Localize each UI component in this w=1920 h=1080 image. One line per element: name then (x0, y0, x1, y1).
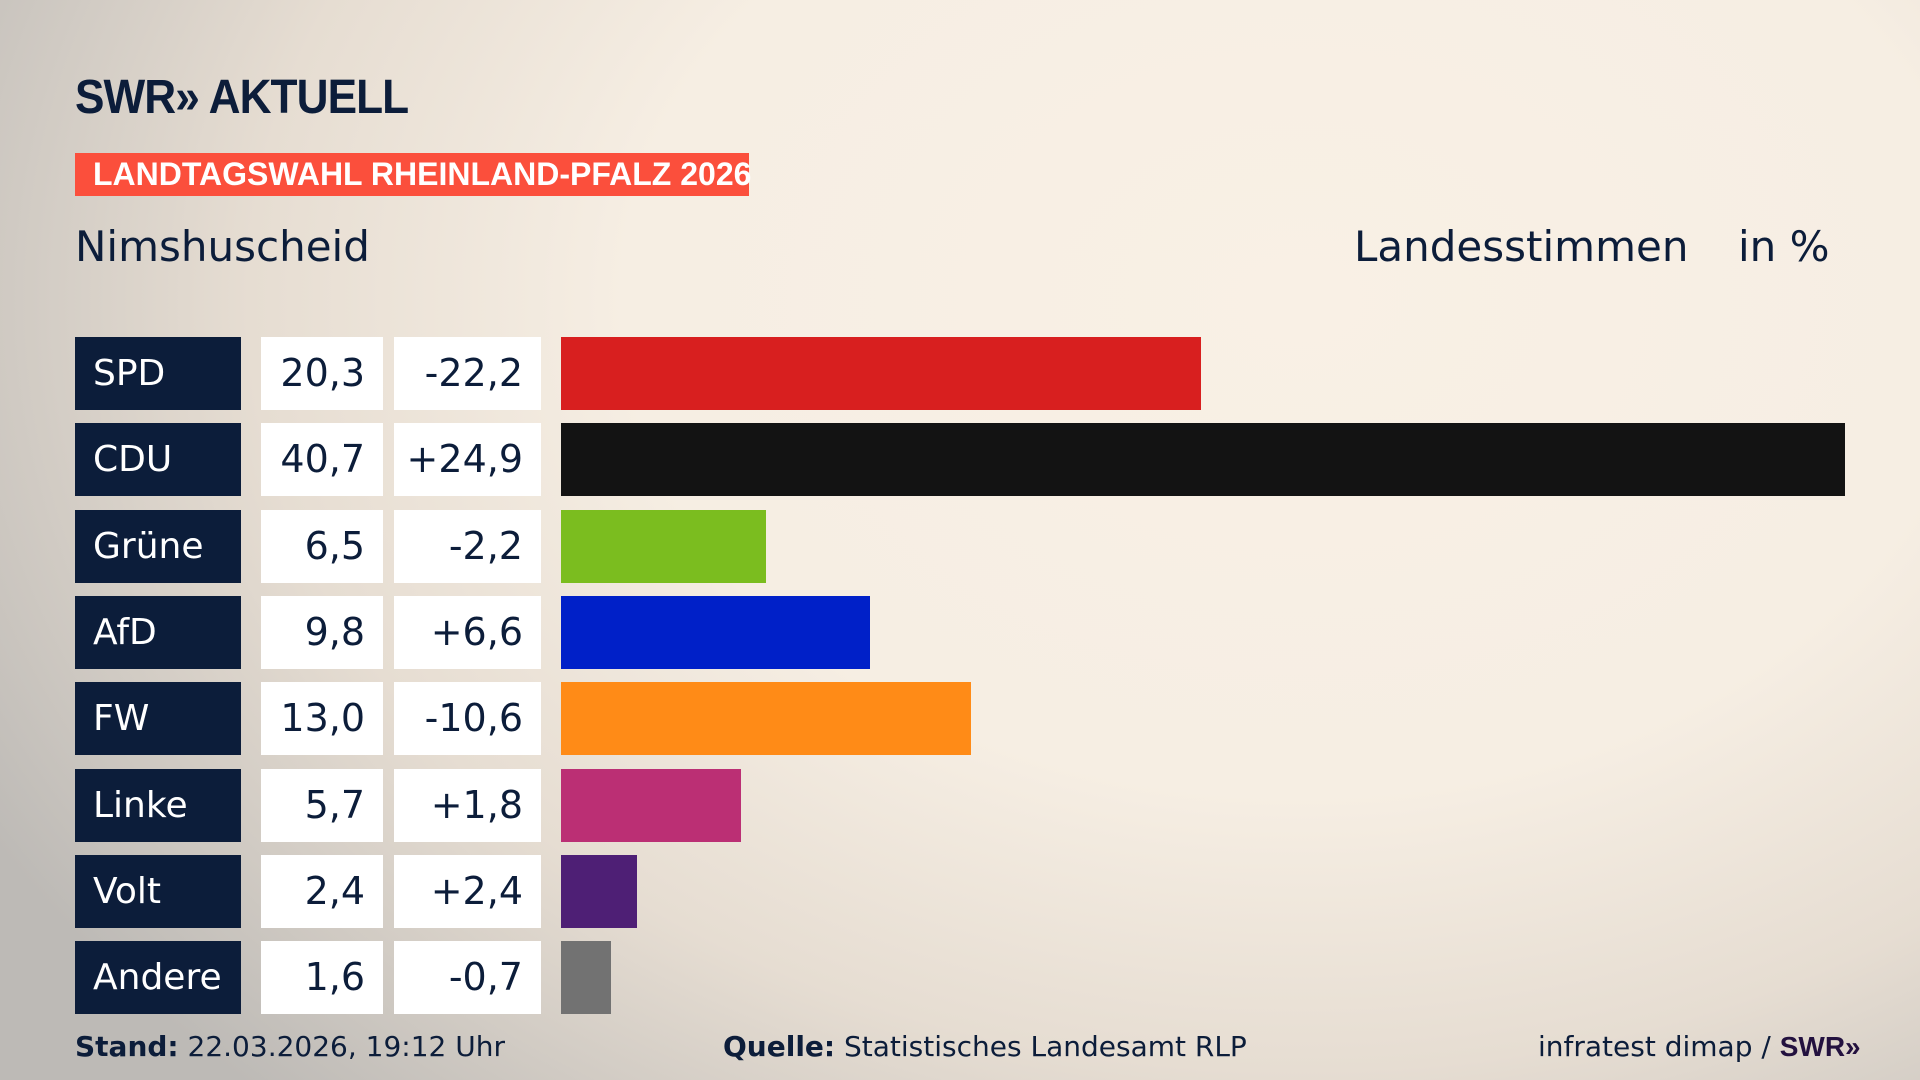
bar-afd (561, 595, 871, 669)
bar-spd (561, 337, 1202, 410)
vote-share: 40,7 (261, 423, 383, 497)
bar-cdu (561, 423, 1845, 497)
credit: infratest dimap / SWR» (1538, 1030, 1861, 1063)
party-row: Andere 1,6 -0,7 (75, 941, 1875, 1015)
party-row: SPD 20,3 -22,2 (75, 337, 1875, 410)
bar-grüne (561, 509, 767, 583)
party-label: FW (75, 682, 241, 756)
bar-volt (561, 854, 637, 928)
bar-fw (561, 682, 972, 756)
swr-aktuell-logo: SWR» AKTUELL (75, 71, 409, 124)
vote-share: 9,8 (261, 595, 383, 669)
vote-share: 2,4 (261, 854, 383, 928)
election-banner: LANDTAGSWAHL RHEINLAND-PFALZ 2026 (75, 153, 751, 196)
vote-change: +6,6 (394, 595, 541, 669)
place-name: Nimshuscheid (75, 222, 370, 271)
vote-change: -22,2 (394, 337, 541, 410)
party-label: Grüne (75, 509, 241, 583)
timestamp: Stand: 22.03.2026, 19:12 Uhr (75, 1030, 505, 1063)
bar-linke (561, 768, 741, 842)
party-label: CDU (75, 423, 241, 497)
source: Quelle: Statistisches Landesamt RLP (723, 1030, 1247, 1063)
bar-andere (561, 941, 612, 1015)
credit-text: infratest dimap / (1538, 1030, 1771, 1063)
vote-change: -0,7 (394, 941, 541, 1015)
party-label: Andere (75, 941, 241, 1015)
vote-change: +24,9 (394, 423, 541, 497)
vote-change: -10,6 (394, 682, 541, 756)
stand-value: 22.03.2026, 19:12 Uhr (187, 1030, 505, 1063)
party-row: CDU 40,7 +24,9 (75, 423, 1875, 497)
party-label: Linke (75, 768, 241, 842)
vote-share: 5,7 (261, 768, 383, 842)
party-row: Grüne 6,5 -2,2 (75, 509, 1875, 583)
vote-change: +1,8 (394, 768, 541, 842)
vote-change: -2,2 (394, 509, 541, 583)
party-row: Linke 5,7 +1,8 (75, 768, 1875, 842)
party-label: Volt (75, 854, 241, 928)
party-label: AfD (75, 595, 241, 669)
party-row: FW 13,0 -10,6 (75, 682, 1875, 756)
source-value: Statistisches Landesamt RLP (844, 1030, 1247, 1063)
vote-share: 1,6 (261, 941, 383, 1015)
vote-share: 20,3 (261, 337, 383, 410)
party-row: AfD 9,8 +6,6 (75, 595, 1875, 669)
vote-share: 6,5 (261, 509, 383, 583)
party-label: SPD (75, 337, 241, 410)
vote-type-label: Landesstimmen (1354, 222, 1689, 271)
unit-label: in % (1738, 222, 1830, 271)
source-label: Quelle: (723, 1030, 836, 1063)
vote-change: +2,4 (394, 854, 541, 928)
party-row: Volt 2,4 +2,4 (75, 854, 1875, 928)
stand-label: Stand: (75, 1030, 179, 1063)
swr-logo: SWR» (1779, 1031, 1861, 1062)
vote-share: 13,0 (261, 682, 383, 756)
